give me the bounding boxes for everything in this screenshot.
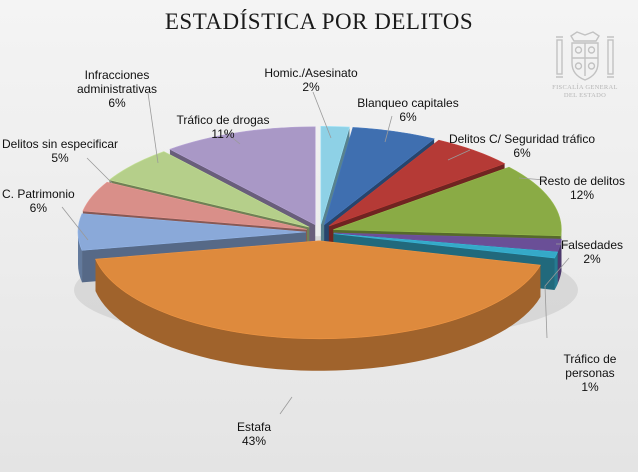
slice-name: Falsedades — [560, 238, 624, 252]
pie-slice-delitos-c-seguridad-tr-fico — [328, 139, 506, 227]
leader-line-5 — [544, 257, 570, 339]
slice-name: Homic./Asesinato — [264, 66, 358, 80]
pie-slice-tr-fico-de-personas — [333, 233, 559, 259]
slice-name: Delitos C/ Seguridad tráfico — [448, 132, 596, 146]
leader-line-8 — [86, 157, 113, 184]
fiscalia-logo: FISCALÍA GENERAL DEL ESTADO — [552, 30, 618, 100]
data-label-0: Homic./Asesinato 2% — [264, 66, 357, 94]
slice-percent: 6% — [29, 201, 48, 215]
slice-percent: 12% — [569, 188, 595, 202]
slice-name: Tráfico de drogas — [176, 113, 270, 127]
slice-name: Estafa — [236, 420, 272, 434]
slice-percent: 2% — [302, 80, 320, 94]
slice-name: Infracciones administrativas — [76, 68, 158, 96]
slice-percent: 43% — [241, 434, 267, 448]
data-label-9: Infracciones administrativas 6% — [77, 68, 157, 110]
pie-slice-tr-fico-de-drogas — [169, 126, 316, 226]
slice-percent: 11% — [211, 127, 235, 141]
slice-percent: 6% — [108, 96, 126, 110]
leader-line-0 — [312, 91, 332, 139]
slice-name: Resto de delitos — [538, 174, 626, 188]
logo-line-1: FISCALÍA GENERAL — [552, 84, 618, 91]
pie-slice-infracciones-administrativas — [108, 151, 310, 228]
slice-percent: 2% — [583, 252, 601, 266]
data-label-7: C. Patrimonio 6% — [2, 187, 75, 215]
data-label-2: Delitos C/ Seguridad tráfico 6% — [449, 132, 595, 160]
leader-line-2 — [447, 149, 471, 161]
slice-name: Blanqueo capitales — [357, 96, 459, 110]
leader-line-7 — [61, 206, 89, 241]
slice-percent: 5% — [51, 151, 69, 165]
leader-line-6 — [279, 396, 293, 415]
data-label-1: Blanqueo capitales 6% — [357, 96, 458, 124]
leader-line-10 — [223, 130, 241, 145]
data-label-10: Tráfico de drogas 11% — [177, 113, 270, 141]
leader-line-9 — [147, 92, 159, 164]
slice-name: Tráfico de personas — [563, 352, 617, 380]
pie-slice-c-patrimonio — [77, 213, 307, 251]
data-label-6: Estafa 43% — [237, 420, 271, 448]
slice-name: Delitos sin especificar — [2, 137, 119, 151]
leader-line-1 — [384, 115, 393, 143]
data-label-4: Falsedades 2% — [561, 238, 623, 266]
logo-line-2: DEL ESTADO — [563, 92, 607, 99]
pie-slice-homic-asesinato — [320, 126, 350, 225]
data-label-3: Resto de delitos 12% — [539, 174, 625, 202]
pie-slice-blanqueo-capitales — [323, 127, 435, 226]
slice-percent: 1% — [581, 380, 599, 394]
slice-percent: 6% — [513, 146, 531, 160]
data-label-8: Delitos sin especificar 5% — [2, 137, 118, 165]
slice-name: C. Patrimonio — [2, 187, 75, 201]
pie-slice-falsedades — [333, 232, 562, 252]
chart-title: ESTADÍSTICA POR DELITOS — [164, 9, 474, 34]
leader-line-3 — [518, 177, 547, 181]
slice-percent: 6% — [399, 110, 417, 124]
data-label-5: Tráfico de personas 1% — [564, 352, 617, 394]
pie-slice-resto-de-delitos — [333, 166, 562, 237]
pie-slice-delitos-sin-especificar — [82, 181, 307, 230]
coat-of-arms-icon — [556, 31, 614, 81]
pie-slice-estafa — [95, 240, 541, 340]
